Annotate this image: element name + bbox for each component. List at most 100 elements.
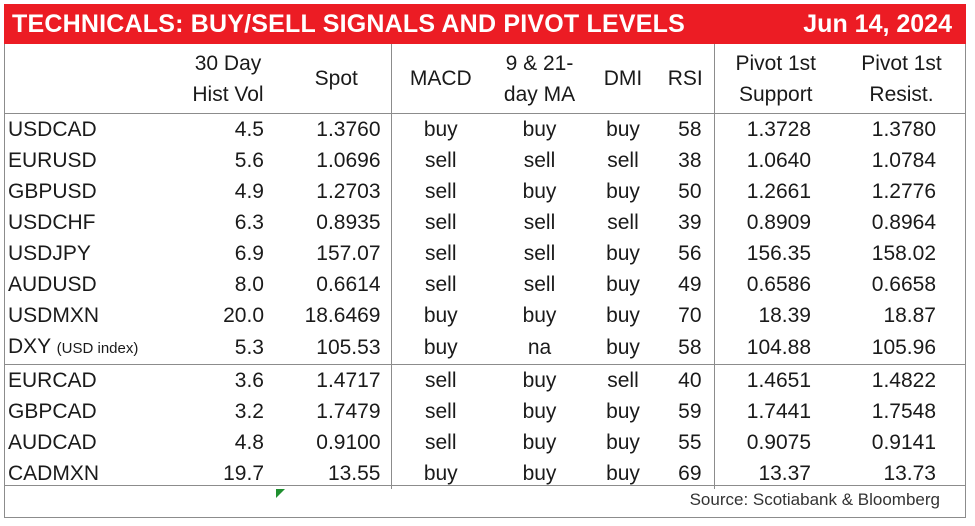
table-row: AUDUSD 8.0 0.6614 sell sell buy 49 0.6586 0.6658 — [4, 269, 966, 300]
cell-dmi-value: buy — [606, 273, 640, 296]
cell-macd: sell — [391, 396, 490, 427]
header-hist-vol: 30 Day Hist Vol — [174, 44, 282, 114]
table-row: GBPCAD 3.2 1.7479 sell buy buy 59 1.7441 1.7548 — [4, 396, 966, 427]
cell-vol-value: 4.9 — [234, 180, 264, 203]
cell-ma: buy — [490, 114, 589, 146]
header-spot: Spot — [282, 44, 392, 114]
cell-name: AUDCAD — [4, 427, 174, 458]
cell-rsi: 40 — [657, 364, 715, 396]
table-row: USDCAD 4.5 1.3760 buy buy buy 58 1.3728 1.3780 — [4, 113, 966, 146]
cell-spot: 105.53 — [282, 331, 392, 365]
cell-ma-value: buy — [522, 304, 557, 327]
cell-rsi-value: 56 — [678, 242, 702, 265]
technicals-table: 30 Day Hist Vol Spot MACD 9 & 21- day MA… — [4, 44, 966, 489]
cell-dmi-value: buy — [606, 118, 640, 141]
cell-resist-value: 18.87 — [883, 304, 936, 327]
cell-name: CADMXN — [4, 458, 174, 489]
cell-macd-value: sell — [424, 242, 457, 265]
cell-spot-value: 0.6614 — [316, 273, 381, 296]
cell-support-value: 1.4651 — [746, 369, 811, 392]
cell-ma: sell — [490, 238, 589, 269]
cell-resist: 18.87 — [837, 300, 966, 331]
cell-resist-value: 1.3780 — [871, 118, 936, 141]
table-row: EURUSD 5.6 1.0696 sell sell sell 38 1.0640 1.078… — [4, 145, 966, 176]
cell-rsi: 50 — [657, 176, 715, 207]
cell-spot-value: 1.4717 — [316, 369, 381, 392]
cell-resist: 158.02 — [837, 238, 966, 269]
cell-ma: buy — [490, 458, 589, 489]
cell-vol-value: 3.2 — [234, 400, 264, 423]
cell-support: 1.0640 — [714, 145, 837, 176]
cell-macd-value: sell — [424, 431, 457, 454]
cell-dmi-value: buy — [606, 336, 640, 359]
cell-name: EURUSD — [4, 145, 174, 176]
cell-dmi-value: buy — [606, 462, 640, 485]
cell-rsi: 56 — [657, 238, 715, 269]
table-row: AUDCAD 4.8 0.9100 sell buy buy 55 0.9075 0.9141 — [4, 427, 966, 458]
source-note: Source: Scotiabank & Bloomberg — [689, 490, 940, 509]
cell-dmi-value: buy — [606, 400, 640, 423]
cell-vol-value: 6.3 — [234, 211, 264, 234]
cell-support: 0.6586 — [714, 269, 837, 300]
cell-ma: buy — [490, 396, 589, 427]
cell-spot: 0.9100 — [282, 427, 392, 458]
cell-spot: 13.55 — [282, 458, 392, 489]
header-resist-line1: Pivot 1st — [861, 51, 942, 75]
cell-support: 18.39 — [714, 300, 837, 331]
cell-name: USDMXN — [4, 300, 174, 331]
cell-dmi: sell — [589, 364, 657, 396]
cell-support-value: 104.88 — [746, 336, 811, 359]
cell-support: 13.37 — [714, 458, 837, 489]
cell-name-value: USDCHF — [8, 211, 96, 234]
cell-vol-value: 4.8 — [234, 431, 264, 454]
cell-spot: 1.0696 — [282, 145, 392, 176]
cell-macd-value: sell — [424, 369, 457, 392]
cell-vol-value: 6.9 — [234, 242, 264, 265]
cell-support: 1.7441 — [714, 396, 837, 427]
cell-support: 104.88 — [714, 331, 837, 365]
cell-ma: sell — [490, 145, 589, 176]
cell-resist: 0.6658 — [837, 269, 966, 300]
cell-rsi: 38 — [657, 145, 715, 176]
cell-macd: buy — [391, 300, 490, 331]
cell-rsi-value: 58 — [678, 336, 702, 359]
cell-resist-value: 1.2776 — [871, 180, 936, 203]
cell-support-value: 1.2661 — [746, 180, 811, 203]
cell-rsi: 59 — [657, 396, 715, 427]
cell-macd: sell — [391, 238, 490, 269]
cell-support: 1.3728 — [714, 114, 837, 146]
cell-marker-icon — [276, 489, 285, 498]
cell-spot-value: 1.3760 — [316, 118, 381, 141]
cell-dmi: sell — [589, 207, 657, 238]
cell-macd: sell — [391, 364, 490, 396]
cell-resist-value: 158.02 — [871, 242, 936, 265]
cell-spot: 0.8935 — [282, 207, 392, 238]
cell-spot: 18.6469 — [282, 300, 392, 331]
cell-rsi-value: 69 — [678, 462, 702, 485]
cell-vol-value: 3.6 — [234, 369, 264, 392]
cell-macd-value: sell — [424, 180, 457, 203]
cell-resist: 1.4822 — [837, 364, 966, 396]
cell-support: 1.4651 — [714, 364, 837, 396]
cell-resist: 1.0784 — [837, 145, 966, 176]
cell-resist-value: 1.4822 — [871, 369, 936, 392]
cell-name-value: EURUSD — [8, 149, 97, 172]
table-row: USDCHF 6.3 0.8935 sell sell sell 39 0.8909 0.896… — [4, 207, 966, 238]
cell-vol: 20.0 — [174, 300, 282, 331]
cell-vol-value: 5.6 — [234, 149, 264, 172]
cell-name-value: GBPCAD — [8, 400, 97, 423]
cell-spot-value: 1.0696 — [316, 149, 381, 172]
cell-name-note: (USD index) — [56, 340, 139, 357]
cell-macd: sell — [391, 427, 490, 458]
header-resist: Pivot 1st Resist. — [837, 44, 966, 114]
cell-spot-value: 13.55 — [327, 462, 381, 485]
cell-spot: 157.07 — [282, 238, 392, 269]
cell-macd: sell — [391, 176, 490, 207]
cell-vol: 6.9 — [174, 238, 282, 269]
cell-dmi: buy — [589, 427, 657, 458]
cell-dmi: buy — [589, 176, 657, 207]
table-row: USDMXN 20.0 18.6469 buy buy buy 70 18.39 18.87 — [4, 300, 966, 331]
header-support: Pivot 1st Support — [714, 44, 837, 114]
header-row: 30 Day Hist Vol Spot MACD 9 & 21- day MA… — [4, 44, 966, 114]
table-row: DXY (USD index) 5.3 105.53 buy na buy 58 104.88… — [4, 331, 966, 365]
